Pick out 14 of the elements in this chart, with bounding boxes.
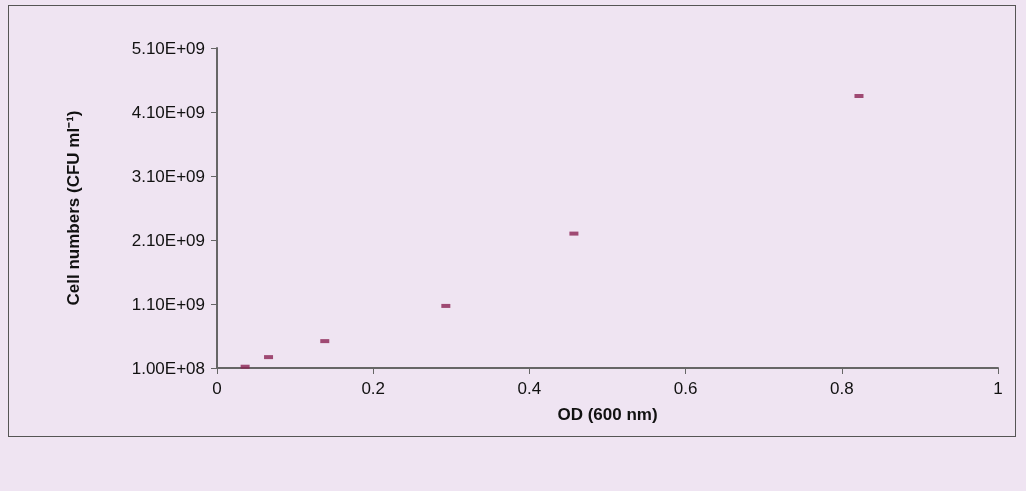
x-tick-label: 1 (993, 379, 1003, 398)
x-tick-label: 0.6 (673, 379, 698, 398)
x-tick-label: 0.2 (361, 379, 386, 398)
x-axis-title: OD (600 nm) (557, 405, 658, 424)
y-tick-label: 2.10E+09 (131, 230, 205, 250)
y-tick-label: 5.10E+09 (131, 38, 205, 58)
y-axis-title: Cell numbers (CFU ml⁻¹) (64, 110, 83, 306)
x-tick-label: 0 (212, 379, 222, 398)
x-tick-label: 0.8 (829, 379, 854, 398)
y-tick-label: 4.10E+09 (131, 102, 205, 122)
y-tick-label: 3.10E+09 (131, 166, 205, 186)
y-tick-label: 1.00E+08 (131, 358, 205, 378)
x-tick-label: 0.4 (517, 379, 542, 398)
y-tick-label: 1.10E+09 (131, 294, 205, 314)
